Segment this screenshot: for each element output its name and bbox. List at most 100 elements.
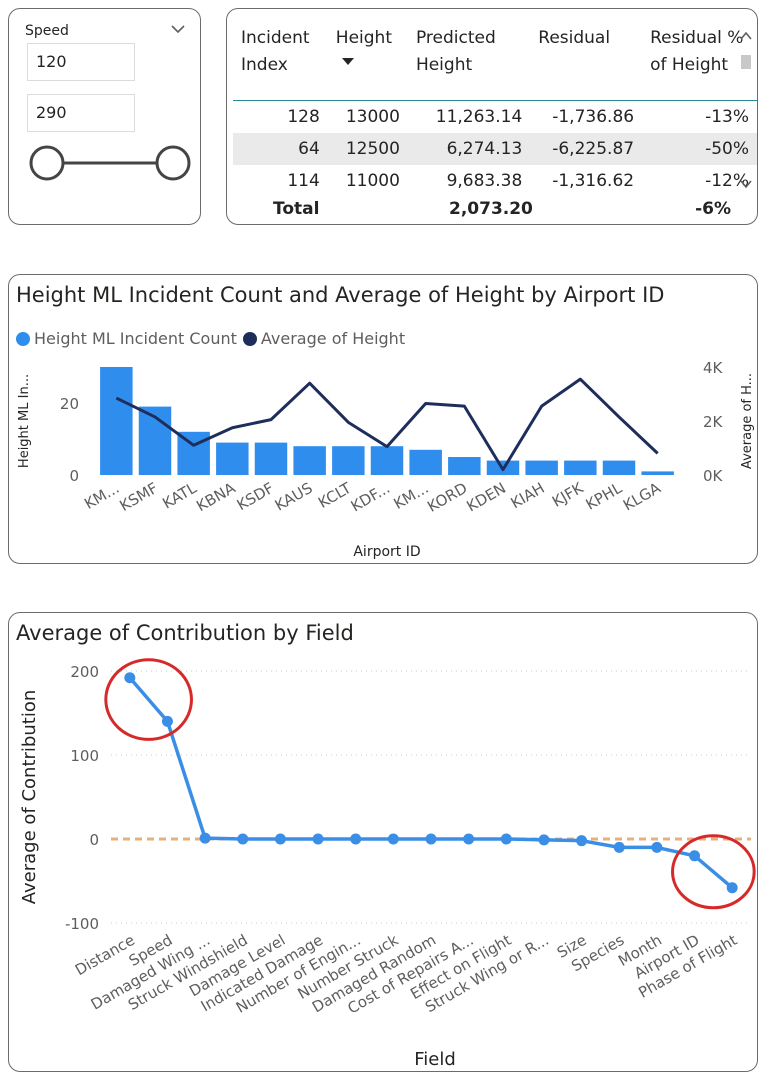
column-header-text: Residual (538, 28, 611, 48)
table-cell: 64 (233, 133, 328, 165)
y-tick-label: 20 (60, 395, 79, 413)
data-point[interactable] (199, 832, 211, 844)
bar[interactable] (332, 446, 365, 475)
y-tick-label: 100 (70, 747, 99, 765)
column-header-text: Predicted (415, 28, 496, 48)
combo-chart-plot: 0 20 0K 2K 4K Height ML In... Average of H... A… (17, 359, 755, 560)
data-point[interactable] (237, 833, 249, 845)
bar[interactable] (409, 449, 442, 475)
table-cell: 128 (287, 107, 320, 127)
legend-line-label[interactable]: Average of Height (260, 329, 406, 348)
column-header-text: Incident (241, 28, 310, 48)
predictions-table-card: Incident Index Height Predicted Height Residu… (226, 8, 758, 225)
column-header-text: Index (241, 55, 288, 75)
bar[interactable] (254, 442, 288, 475)
column-header[interactable]: Residual % of Height (642, 17, 757, 101)
column-header[interactable]: Residual (530, 17, 643, 101)
sort-descending-icon (341, 58, 354, 65)
table-cell: 9,683.38 (446, 171, 523, 191)
x-tick-label: KIAH (508, 479, 548, 512)
bar[interactable] (641, 471, 674, 475)
data-point[interactable] (651, 841, 663, 853)
data-point[interactable] (500, 833, 512, 845)
column-header[interactable]: Predicted Height (407, 17, 531, 101)
column-header[interactable]: Incident Index (233, 17, 328, 101)
x-tick-label: KM... (391, 479, 432, 513)
data-point[interactable] (463, 833, 475, 845)
bar[interactable] (602, 460, 636, 475)
legend-bar-marker (16, 331, 30, 346)
y2-tick-label: 4K (703, 359, 724, 377)
data-point[interactable] (689, 850, 701, 862)
bar[interactable] (216, 442, 249, 475)
chevron-down-icon[interactable] (170, 21, 186, 37)
bar[interactable] (448, 457, 481, 475)
total-residual-pct: -6% (695, 199, 731, 219)
table-scrollbar[interactable] (735, 27, 757, 193)
y2-axis-title: Average of H... (740, 373, 755, 469)
annotation-ellipse (104, 658, 193, 741)
data-point[interactable] (613, 841, 625, 853)
min-value-input[interactable]: 120 (27, 43, 135, 81)
x-tick-label: KPHL (583, 479, 626, 514)
data-point[interactable] (161, 715, 173, 727)
range-slider[interactable] (27, 141, 197, 191)
x-tick-label: KSDF (234, 479, 277, 514)
x-tick-label: KLGA (620, 479, 664, 515)
y-tick-label: -100 (65, 915, 99, 933)
table-cell: 12500 (327, 133, 408, 165)
data-point[interactable] (350, 833, 362, 845)
x-tick-label: KATL (159, 479, 200, 513)
data-point[interactable] (274, 833, 286, 845)
data-point[interactable] (576, 835, 588, 847)
y-tick-label: 0 (89, 831, 99, 849)
data-point[interactable] (312, 833, 324, 845)
y-tick-label: 200 (70, 663, 99, 681)
x-tick-label: KAUS (272, 479, 316, 515)
y-axis-title: Height ML In... (17, 374, 32, 468)
y-axis-title: Average of Contribution (19, 690, 40, 904)
x-tick-label: KM... (81, 479, 122, 513)
table-cell: -50% (642, 133, 757, 165)
table-cell: -13% (705, 107, 749, 127)
data-point[interactable] (425, 833, 437, 845)
data-point[interactable] (726, 882, 738, 894)
max-value-input[interactable]: 290 (27, 94, 135, 132)
total-row: Total 2,073.20 -6% (233, 197, 733, 224)
combo-legend: Height ML Incident Count Average of Heig… (16, 329, 405, 348)
contribution-line[interactable] (128, 676, 734, 890)
slider-min-handle[interactable] (29, 145, 65, 181)
bar[interactable] (293, 446, 326, 475)
table-cell: 114 (287, 171, 320, 191)
table-cell: 11000 (345, 171, 400, 191)
data-point[interactable] (387, 833, 399, 845)
table-cell: -12% (705, 171, 749, 191)
average-height-line[interactable] (115, 377, 659, 472)
contribution-chart-card: Average of Contribution by Field -100 0 10… (8, 612, 758, 1072)
data-point[interactable] (538, 834, 550, 846)
table-cell: 13000 (345, 107, 400, 127)
table-cell: 6,274.13 (407, 133, 531, 165)
column-header[interactable]: Height (327, 17, 408, 101)
data-point[interactable] (124, 672, 136, 684)
x-axis-title: Field (414, 1049, 456, 1070)
bar[interactable] (100, 367, 133, 475)
bar[interactable] (564, 460, 597, 475)
bar[interactable] (525, 460, 558, 475)
legend-bar-label[interactable]: Height ML Incident Count (34, 329, 237, 348)
table-cell: 11,263.14 (435, 107, 523, 127)
y2-tick-label: 0K (703, 467, 724, 485)
bar[interactable] (370, 446, 404, 475)
slider-max-handle[interactable] (155, 145, 191, 181)
column-header-text: of Height (650, 55, 729, 75)
table-row[interactable]: 114 11000 9,683.38 -1,316.62 -12% (233, 165, 757, 197)
table-row[interactable]: 128 13000 11,263.14 -1,736.86 -13% (233, 101, 757, 134)
table-row[interactable]: 64 12500 6,274.13 -6,225.87 -50% (233, 133, 757, 165)
contribution-chart-title: Average of Contribution by Field (16, 621, 354, 645)
y2-tick-label: 2K (703, 413, 724, 431)
x-tick-label: KCLT (315, 478, 355, 511)
legend-line-marker (242, 331, 257, 346)
x-tick-label: KSMF (117, 479, 161, 515)
column-header-text: Height (415, 55, 473, 75)
